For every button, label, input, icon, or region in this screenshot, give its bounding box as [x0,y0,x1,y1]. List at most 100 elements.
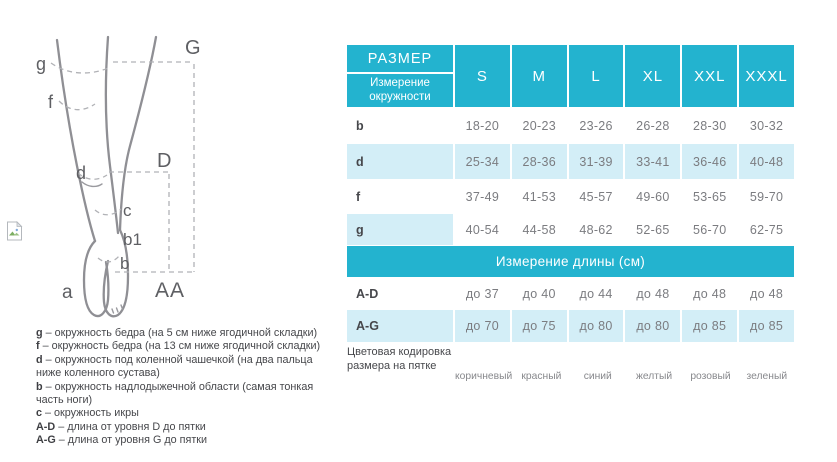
table-header-label-cell: РАЗМЕР Измерение окружности [347,45,453,107]
table-cell: до 85 [739,310,794,342]
table-cell: 48-62 [579,222,613,237]
legend-text: – длина от уровня D до пятки [58,420,206,433]
measurement-legend: g – окружность бедра (на 5 см ниже ягоди… [36,327,338,447]
table-cell: до 48 [750,287,784,301]
size-col-xxxl: XXXL [739,45,794,107]
table-row-f: f 37-49 41-53 45-57 49-60 53-65 59-70 [347,179,794,214]
diagram-label-f: f [48,92,54,112]
row-label: b [356,119,364,133]
b-level-arc [97,255,120,263]
size-col-m: M [511,45,567,107]
heel-color-pink: розовый [690,370,731,382]
legend-item-ag: A-G – длина от уровня G до пятки [36,434,338,447]
legend-item-ad: A-D – длина от уровня D до пятки [36,421,338,434]
table-cell: 56-70 [693,222,727,237]
table-cell: 37-49 [465,189,500,204]
left-foot-outline [82,239,110,318]
row-label: Цветовая кодировка размера на пятке [347,346,452,372]
size-table: РАЗМЕР Измерение окружности S M L XL XXL… [347,45,794,406]
row-label: A-G [347,310,453,342]
table-row-a-g: A-G до 70 до 75 до 80 до 80 до 85 до 85 [347,310,794,342]
table-cell: 23-26 [579,119,613,133]
table-cell: до 48 [636,287,670,301]
table-cell: до 85 [682,310,738,342]
table-cell: 44-58 [522,222,556,237]
table-cell: до 40 [522,287,556,301]
table-cell: 26-28 [636,119,670,133]
size-col-l: L [568,45,624,107]
diagram-label-b: b [120,254,129,273]
legend-key: A-G [36,434,56,446]
table-cell: 59-70 [749,189,784,204]
table-row-a-d: A-D до 37 до 40 до 44 до 48 до 48 до 48 [347,278,794,310]
legend-text: – окружность бедра (на 13 см ниже ягодич… [42,340,321,353]
row-label: A-D [356,287,379,301]
table-cell: до 75 [511,310,567,342]
table-cell: 28-36 [511,144,567,179]
table-cell: 25-34 [455,144,510,179]
table-cell: 28-30 [693,119,727,133]
size-col-xxl: XXL [682,45,738,107]
length-section-header: Измерение длины (см) [347,246,794,277]
table-cell: 41-53 [522,189,556,204]
legend-key: d [36,353,43,366]
diagram-label-g: g [36,54,46,74]
legend-key: g [36,327,43,339]
table-row-b: b 18-20 20-23 23-26 26-28 28-30 30-32 [347,108,794,144]
table-cell: 36-46 [682,144,738,179]
table-cell: до 80 [568,310,624,342]
legend-text: – окружность икры [45,407,139,420]
heel-color-red: красный [521,370,562,382]
legend-text: – длина от уровня G до пятки [58,434,208,446]
knee-detail [81,181,103,188]
table-cell: 40-48 [739,144,794,179]
table-cell: до 44 [579,287,613,301]
table-cell: до 70 [455,310,510,342]
heel-color-yellow: желтый [636,370,673,382]
legend-key: c [36,407,43,420]
legend-key: A-D [36,420,56,433]
table-cell: до 37 [465,287,499,301]
table-row-g: g 40-54 44-58 48-62 52-65 56-70 62-75 [347,214,794,245]
table-cell: до 48 [693,287,727,301]
table-cell: 53-65 [693,189,727,204]
table-row-heel-colors: Цветовая кодировка размера на пятке кори… [347,342,794,406]
table-cell: 30-32 [749,119,784,133]
table-cell: 18-20 [465,119,500,133]
table-cell: 33-41 [625,144,681,179]
diagram-label-d: d [76,163,86,183]
diagram-label-b1: b1 [123,230,142,249]
legend-text: – окружность надлодыжечной области (сама… [36,380,314,406]
heel-color-green: зеленый [746,370,788,382]
left-leg-outline [55,38,97,243]
right-foot-outline [102,228,130,318]
table-cell: 49-60 [636,189,670,204]
legend-key: f [36,340,40,353]
diagram-label-AA: AA [155,279,185,302]
d-level-arc [77,172,108,180]
inner-leg-line [104,35,120,235]
table-cell: 31-39 [568,144,624,179]
table-cell: 20-23 [522,119,556,133]
size-col-xl: XL [625,45,681,107]
legend-item-b: b – окружность надлодыжечной области (са… [36,381,338,408]
table-cell: 52-65 [636,222,670,237]
row-label: f [356,189,361,204]
heel-color-brown: коричневый [455,370,513,382]
right-leg-outline [118,35,158,232]
legend-key: b [36,380,43,393]
broken-image-icon [6,221,23,241]
diagram-label-D: D [157,150,171,172]
legend-item-d: d – окружность под коленной чашечкой (на… [36,354,338,381]
legend-item-g: g – окружность бедра (на 5 см ниже ягоди… [36,327,338,340]
leg-measurement-diagram: g f d c b1 b a G D AA [36,35,201,318]
table-cell: 45-57 [579,189,613,204]
table-subtitle: Измерение окружности [347,74,453,107]
table-header-row: РАЗМЕР Измерение окружности S M L XL XXL… [347,45,794,107]
size-col-s: S [455,45,510,107]
row-label: d [347,144,453,179]
table-cell: 62-75 [749,222,784,237]
table-row-d: d 25-34 28-36 31-39 33-41 36-46 40-48 [347,144,794,179]
legend-text: – окружность бедра (на 5 см ниже ягодичн… [45,327,318,339]
